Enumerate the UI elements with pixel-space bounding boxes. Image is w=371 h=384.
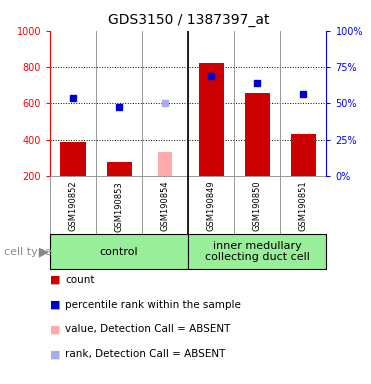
Text: control: control — [100, 247, 138, 257]
Text: cell type: cell type — [4, 247, 51, 257]
Bar — [245, 93, 270, 176]
Text: ▶: ▶ — [39, 245, 49, 258]
Text: count: count — [65, 275, 95, 285]
Text: inner medullary
collecting duct cell: inner medullary collecting duct cell — [205, 241, 310, 262]
Title: GDS3150 / 1387397_at: GDS3150 / 1387397_at — [108, 13, 269, 27]
Text: GSM190852: GSM190852 — [69, 181, 78, 232]
FancyBboxPatch shape — [188, 234, 326, 269]
Text: GSM190849: GSM190849 — [207, 181, 216, 232]
FancyBboxPatch shape — [50, 234, 188, 269]
Bar — [198, 63, 224, 176]
Bar — [291, 134, 316, 176]
Text: GSM190850: GSM190850 — [253, 181, 262, 232]
Text: ■: ■ — [50, 349, 60, 359]
Text: GSM190854: GSM190854 — [161, 181, 170, 232]
Text: ■: ■ — [50, 300, 60, 310]
Text: value, Detection Call = ABSENT: value, Detection Call = ABSENT — [65, 324, 230, 334]
Text: GSM190851: GSM190851 — [299, 181, 308, 232]
Text: ■: ■ — [50, 324, 60, 334]
Text: percentile rank within the sample: percentile rank within the sample — [65, 300, 241, 310]
Text: ■: ■ — [50, 275, 60, 285]
Bar — [106, 162, 132, 176]
Text: GSM190853: GSM190853 — [115, 181, 124, 232]
Bar — [158, 152, 172, 176]
Text: rank, Detection Call = ABSENT: rank, Detection Call = ABSENT — [65, 349, 225, 359]
Bar — [60, 142, 86, 176]
